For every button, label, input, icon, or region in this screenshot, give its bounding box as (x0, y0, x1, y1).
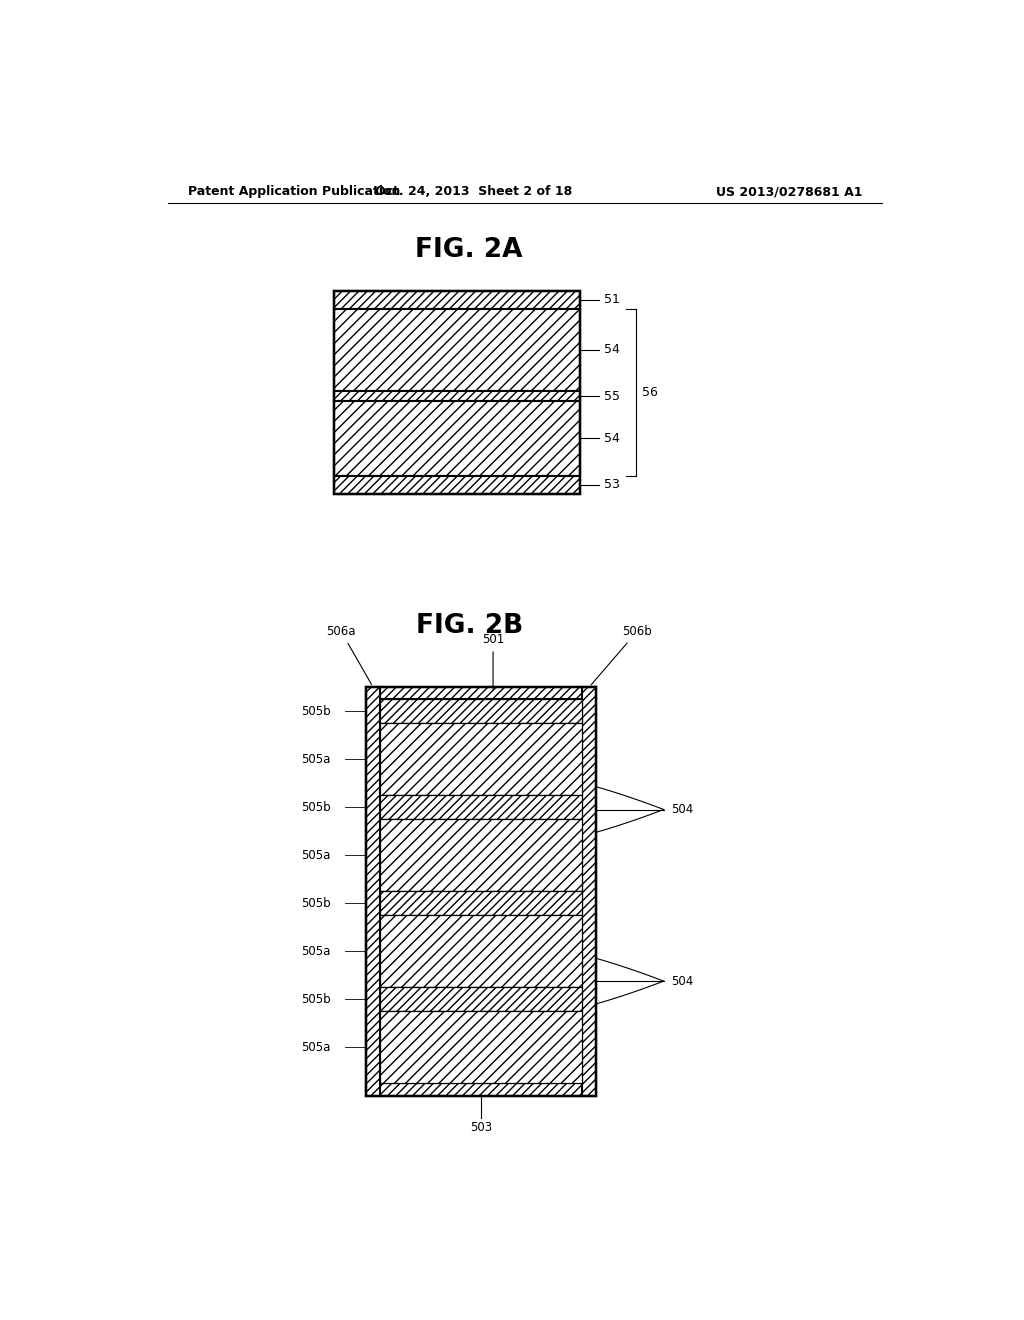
Bar (334, 475, 581, 494)
Bar (380, 700, 583, 723)
Bar (380, 1011, 583, 1084)
Bar (334, 290, 581, 494)
Text: 506b: 506b (591, 626, 652, 685)
Text: 504: 504 (672, 803, 694, 816)
Text: FIG. 2A: FIG. 2A (416, 236, 523, 263)
Text: Oct. 24, 2013  Sheet 2 of 18: Oct. 24, 2013 Sheet 2 of 18 (375, 185, 571, 198)
Text: 505a: 505a (301, 752, 331, 766)
Bar (380, 795, 583, 820)
Text: 54: 54 (604, 343, 621, 356)
Text: US 2013/0278681 A1: US 2013/0278681 A1 (716, 185, 862, 198)
Text: 56: 56 (642, 385, 658, 399)
Bar (380, 820, 583, 891)
Text: 505b: 505b (301, 993, 331, 1006)
Bar (367, 1084, 596, 1096)
Bar (334, 290, 581, 309)
Bar (380, 987, 583, 1011)
Bar (367, 686, 596, 1096)
Bar (334, 401, 581, 475)
Bar (380, 915, 583, 987)
Text: 53: 53 (604, 478, 621, 491)
Text: 505b: 505b (301, 801, 331, 813)
Text: 505b: 505b (301, 896, 331, 909)
Text: 505b: 505b (301, 705, 331, 718)
Bar (367, 686, 380, 1096)
Text: 506a: 506a (327, 626, 372, 685)
Bar (380, 891, 583, 915)
Bar (583, 686, 596, 1096)
Text: 51: 51 (604, 293, 621, 306)
Text: 504: 504 (672, 974, 694, 987)
Text: FIG. 2B: FIG. 2B (416, 612, 523, 639)
Text: 505a: 505a (301, 945, 331, 958)
Text: 505a: 505a (301, 849, 331, 862)
Bar (334, 309, 581, 391)
Text: Patent Application Publication: Patent Application Publication (187, 185, 400, 198)
Text: 501: 501 (482, 634, 504, 690)
Text: 505a: 505a (301, 1040, 331, 1053)
Bar (380, 723, 583, 795)
Text: 54: 54 (604, 432, 621, 445)
Text: 55: 55 (604, 389, 621, 403)
Bar (367, 686, 596, 700)
Bar (334, 391, 581, 401)
Text: 503: 503 (470, 1121, 493, 1134)
